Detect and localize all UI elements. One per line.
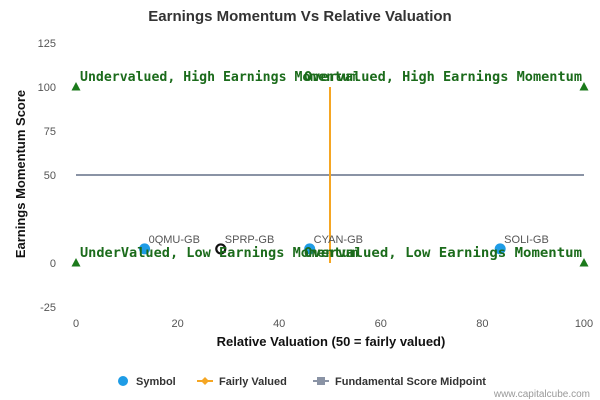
data-points: 0QMU-GB CYAN-GB SOLI-GB SPRP-GB bbox=[139, 234, 549, 255]
legend-midpoint-marker bbox=[317, 377, 325, 385]
y-tick-label: 125 bbox=[38, 38, 56, 50]
x-tick-label: 60 bbox=[375, 318, 387, 330]
legend-symbol-label: Symbol bbox=[136, 376, 176, 388]
symbol-point[interactable] bbox=[494, 243, 506, 255]
highlighted-point-label: SPRP-GB bbox=[225, 234, 275, 246]
legend-item-symbol[interactable]: Symbol bbox=[118, 376, 176, 388]
quadrant-marker bbox=[579, 82, 589, 91]
y-tick-label: 0 bbox=[50, 258, 56, 270]
x-tick-label: 100 bbox=[575, 318, 593, 330]
y-tick-label: -25 bbox=[40, 302, 56, 314]
chart-title: Earnings Momentum Vs Relative Valuation bbox=[148, 8, 451, 25]
y-tick-label: 50 bbox=[44, 170, 56, 182]
quadrant-marker bbox=[71, 82, 81, 91]
legend: Symbol Fairly Valued Fundamental Score M… bbox=[118, 376, 486, 388]
symbol-point-label: CYAN-GB bbox=[314, 234, 363, 246]
symbol-point-label: 0QMU-GB bbox=[149, 234, 200, 246]
legend-symbol-marker bbox=[118, 376, 128, 386]
quadrant-markers bbox=[71, 82, 589, 267]
symbol-point[interactable] bbox=[139, 243, 151, 255]
y-tick-label: 75 bbox=[44, 126, 56, 138]
x-tick-labels: 0 20 40 60 80 100 bbox=[73, 318, 593, 330]
legend-fairly-valued-marker bbox=[201, 377, 209, 385]
quadrant-label: Overvalued, Low Earnings Momentum bbox=[304, 246, 582, 261]
quadrant-label: Undervalued, High Earnings Momentum bbox=[80, 70, 358, 85]
legend-fairly-valued-label: Fairly Valued bbox=[219, 376, 287, 388]
legend-item-midpoint[interactable]: Fundamental Score Midpoint bbox=[313, 376, 486, 388]
quadrant-label: Overvalued, High Earnings Momentum bbox=[304, 70, 582, 85]
quadrant-labels: Undervalued, High Earnings MomentumOverv… bbox=[80, 70, 582, 261]
symbol-point[interactable] bbox=[304, 243, 316, 255]
quadrant-marker bbox=[71, 258, 81, 267]
symbol-point-label: SOLI-GB bbox=[504, 234, 549, 246]
highlighted-point[interactable] bbox=[215, 243, 227, 255]
x-axis-title: Relative Valuation (50 = fairly valued) bbox=[217, 334, 446, 349]
quadrant-label: UnderValued, Low Earnings Momentum bbox=[80, 246, 358, 261]
y-tick-labels: -25 0 50 75 100 125 bbox=[38, 38, 56, 314]
x-tick-label: 20 bbox=[171, 318, 183, 330]
x-tick-label: 0 bbox=[73, 318, 79, 330]
y-tick-label: 100 bbox=[38, 82, 56, 94]
credit: www.capitalcube.com bbox=[493, 389, 590, 400]
legend-item-fairly-valued[interactable]: Fairly Valued bbox=[197, 376, 287, 388]
y-axis-title: Earnings Momentum Score bbox=[13, 90, 28, 258]
quadrant-marker bbox=[579, 258, 589, 267]
legend-midpoint-label: Fundamental Score Midpoint bbox=[335, 376, 486, 388]
x-tick-label: 80 bbox=[476, 318, 488, 330]
x-tick-label: 40 bbox=[273, 318, 285, 330]
reference-lines bbox=[76, 87, 584, 263]
